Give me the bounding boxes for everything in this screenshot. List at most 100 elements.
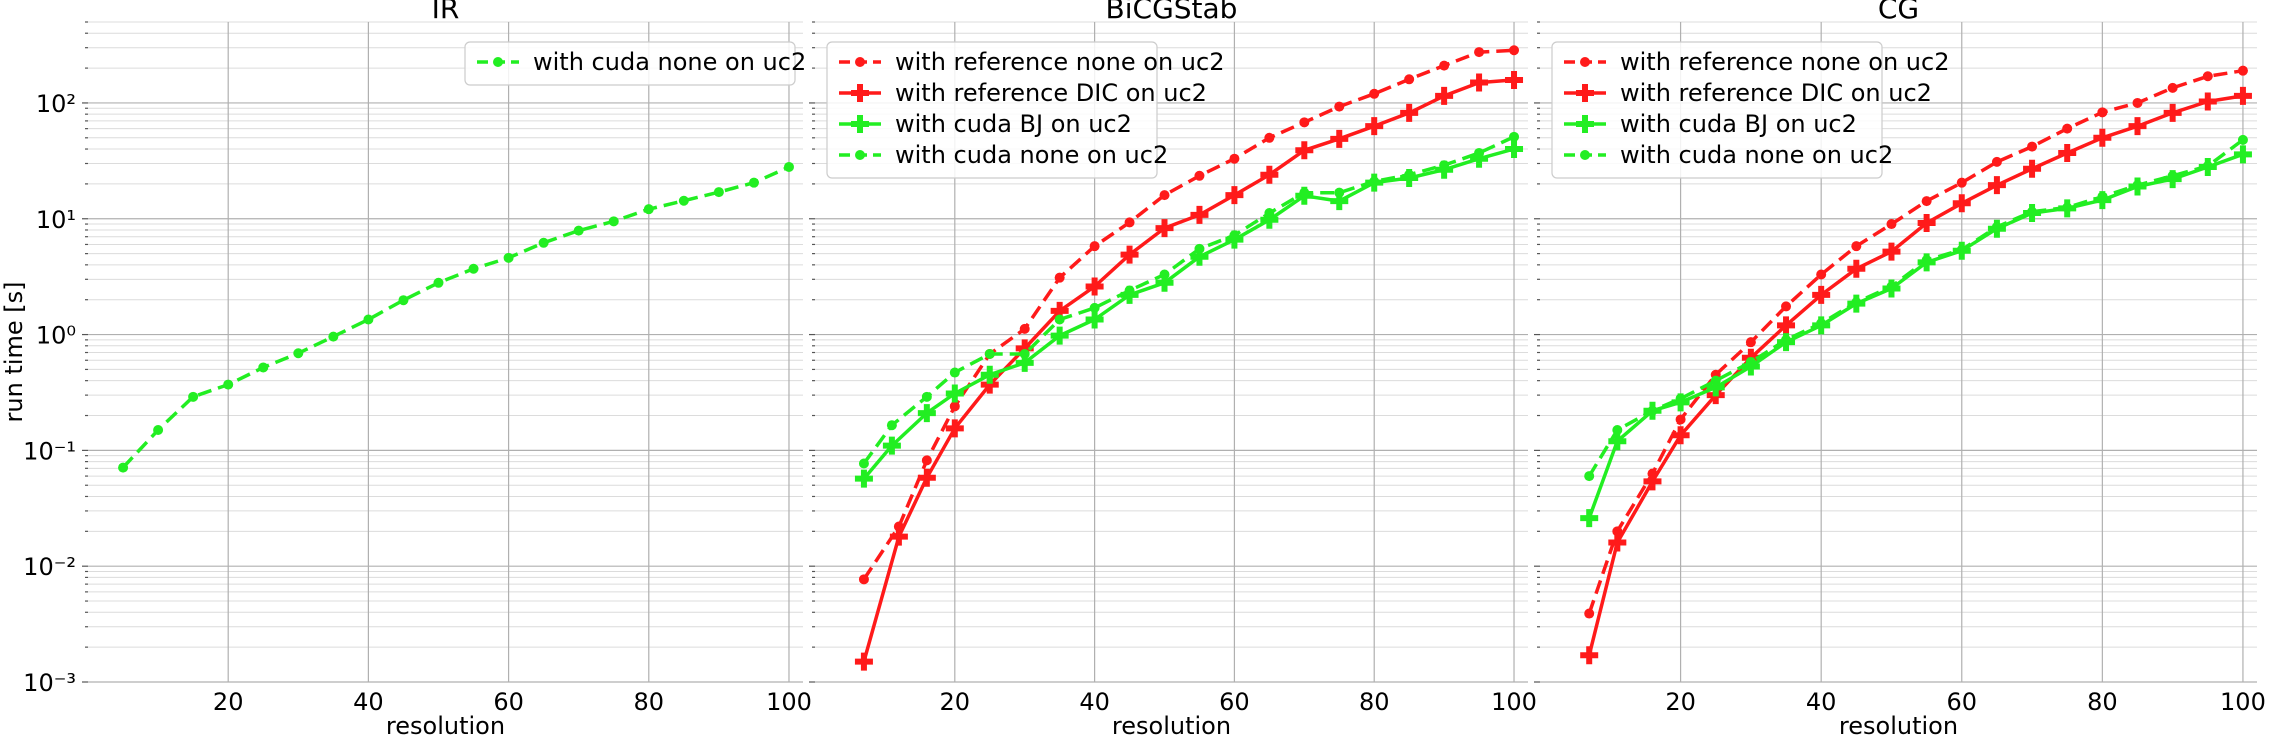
data-point: [398, 295, 409, 306]
data-point: [2167, 170, 2178, 181]
series-line: [121, 165, 790, 469]
data-point: [1439, 160, 1450, 171]
x-tick-label: 60: [1219, 688, 1250, 716]
data-point: [1404, 169, 1415, 180]
data-point: [503, 252, 514, 263]
data-point: [1124, 285, 1135, 296]
data-point: [1019, 348, 1030, 359]
data-point: [1816, 318, 1827, 329]
legend-item: with cuda none on uc2: [839, 141, 1168, 169]
data-point: [1159, 190, 1170, 201]
x-tick-label: 40: [353, 688, 384, 716]
data-point: [1295, 141, 1314, 160]
legend-marker: [855, 150, 865, 160]
data-point: [1647, 405, 1658, 416]
legend-item: with reference none on uc2: [1564, 48, 1949, 76]
data-point: [886, 420, 897, 431]
data-point: [2097, 191, 2108, 202]
data-point: [1264, 132, 1275, 143]
data-point: [2202, 161, 2213, 172]
data-point: [1671, 426, 1690, 445]
data-point: [2062, 123, 2073, 134]
x-tick-label: 100: [2220, 688, 2266, 716]
data-point: [1050, 326, 1069, 345]
data-point: [223, 379, 234, 390]
series-with-cuda-none-on-uc2: [118, 161, 794, 473]
data-point: [1054, 272, 1065, 283]
data-point: [1847, 259, 1866, 278]
x-tick-label: 40: [1079, 688, 1110, 716]
data-point: [2132, 97, 2143, 108]
data-point: [1089, 302, 1100, 313]
data-point: [1260, 165, 1279, 184]
data-point: [1580, 509, 1599, 528]
legend: with reference none on uc2 with reference…: [826, 41, 1224, 179]
data-point: [2233, 145, 2252, 164]
data-point: [949, 367, 960, 378]
x-tick-label: 100: [766, 688, 812, 716]
y-tick-label: 10⁻²: [23, 553, 76, 581]
data-point: [1334, 187, 1345, 198]
x-tick-label: 80: [634, 688, 665, 716]
series-line: [1587, 138, 2244, 478]
legend-marker: [851, 84, 869, 102]
data-point: [1229, 230, 1240, 241]
panel-ir: 10⁻³ 10⁻² 10⁻¹ 10⁰ 10¹ 10² 20 40 60 80 100 IR resolu…: [0, 0, 812, 740]
legend-item: with cuda none on uc2: [1564, 141, 1893, 169]
data-point: [1085, 277, 1104, 296]
legend-box: [826, 41, 1158, 179]
data-point: [1917, 213, 1936, 232]
data-point: [1264, 208, 1275, 219]
x-tick-label: 80: [2087, 688, 2118, 716]
data-point: [1921, 196, 1932, 207]
x-axis-label: resolution: [386, 712, 505, 740]
panel-cg: 20 40 60 80 100 CG resolution with reference no…: [1534, 0, 2266, 740]
data-point: [858, 574, 869, 585]
series-with-reference-dic-on-uc2: [1580, 86, 2252, 665]
data-point: [1816, 269, 1827, 280]
data-point: [1584, 608, 1595, 619]
axis-ticks: [809, 21, 815, 683]
x-tick-label: 100: [1491, 688, 1537, 716]
data-point: [468, 263, 479, 274]
data-point: [2132, 180, 2143, 191]
y-tick-label: 10¹: [36, 206, 76, 234]
x-tick-label: 80: [1359, 688, 1390, 716]
legend-box: [1551, 41, 1883, 179]
data-point: [1190, 205, 1209, 224]
data-point: [1991, 156, 2002, 167]
data-point: [945, 384, 964, 403]
data-point: [1159, 269, 1170, 280]
x-tick-label: 20: [1665, 688, 1696, 716]
legend-item: with reference none on uc2: [839, 48, 1224, 76]
data-point: [573, 225, 584, 236]
data-point: [1612, 424, 1623, 435]
y-axis-label: run time [s]: [0, 282, 28, 423]
legend: with reference none on uc2 with reference…: [1551, 41, 1949, 179]
data-point: [2233, 86, 2252, 105]
data-point: [1991, 221, 2002, 232]
data-point: [1435, 86, 1454, 105]
legend-box: [464, 41, 796, 86]
data-point: [1369, 176, 1380, 187]
data-point: [1474, 47, 1485, 58]
data-point: [2023, 159, 2042, 178]
legend-marker: [1576, 115, 1594, 133]
y-tick-label: 10⁻³: [23, 669, 76, 697]
data-point: [713, 187, 724, 198]
data-point: [2163, 103, 2182, 122]
data-point: [643, 204, 654, 215]
data-point: [1509, 45, 1520, 56]
panel-bicgstab: 20 40 60 80 100 BiCGStab resolution with refere…: [809, 0, 1537, 740]
data-point: [917, 468, 936, 487]
legend-label: with cuda BJ on uc2: [1620, 110, 1857, 138]
legend-item: with reference DIC on uc2: [839, 79, 1207, 107]
data-point: [2202, 71, 2213, 82]
legend-item: with cuda BJ on uc2: [839, 110, 1132, 138]
data-point: [1120, 245, 1139, 264]
x-axis-label: resolution: [1112, 712, 1231, 740]
data-point: [949, 401, 960, 412]
data-point: [2167, 82, 2178, 93]
data-point: [2237, 65, 2248, 76]
